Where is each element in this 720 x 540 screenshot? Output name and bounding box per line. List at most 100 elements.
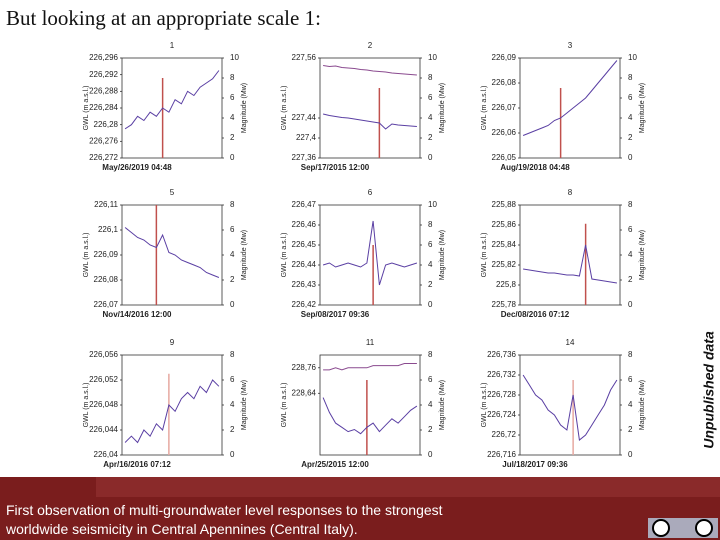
gwl-line xyxy=(322,397,418,435)
y2-tick-label: 4 xyxy=(628,400,633,409)
y-tick-label: 226,04 xyxy=(94,450,119,459)
y-tick-label: 227,36 xyxy=(292,153,317,162)
y2-tick-label: 8 xyxy=(428,220,433,229)
y2-axis-label: Magnitude (Mw) xyxy=(439,230,446,280)
y2-tick-label: 6 xyxy=(428,240,433,249)
y-tick-label: 226,09 xyxy=(492,53,517,62)
y-tick-label: 228,76 xyxy=(292,363,317,372)
gwl-line xyxy=(322,220,418,286)
y2-tick-label: 2 xyxy=(230,275,235,284)
y2-tick-label: 4 xyxy=(628,113,633,122)
gwl-line xyxy=(522,374,618,441)
plot-frame xyxy=(319,204,421,306)
panel-label: 6 xyxy=(368,188,373,197)
y2-tick-label: 6 xyxy=(628,375,633,384)
y-tick-label: 225,78 xyxy=(492,300,517,309)
y2-axis-label: Magnitude (Mw) xyxy=(241,380,248,430)
panel-label: 2 xyxy=(368,41,373,50)
y2-tick-label: 10 xyxy=(230,53,239,62)
y2-tick-label: 10 xyxy=(428,200,437,209)
y-tick-label: 226,736 xyxy=(487,350,516,359)
gwl-line xyxy=(323,65,417,76)
y2-tick-label: 8 xyxy=(628,73,633,82)
y2-tick-label: 0 xyxy=(428,153,433,162)
y2-axis-label: Magnitude (Mw) xyxy=(439,380,446,430)
y2-tick-label: 4 xyxy=(428,400,433,409)
footer-accent xyxy=(96,477,720,497)
y-tick-label: 226,45 xyxy=(292,240,317,249)
x-axis-label: Sep/08/2017 09:36 xyxy=(301,310,370,319)
y2-tick-label: 0 xyxy=(230,450,235,459)
plot-frame xyxy=(319,354,421,456)
y2-tick-label: 8 xyxy=(428,73,433,82)
y2-axis-label: Magnitude (Mw) xyxy=(241,230,248,280)
y2-axis-label: Magnitude (Mw) xyxy=(241,83,248,133)
y-tick-label: 226,72 xyxy=(492,430,517,439)
y2-tick-label: 0 xyxy=(428,450,433,459)
y-tick-label: 226,048 xyxy=(89,400,118,409)
y2-tick-label: 0 xyxy=(628,300,633,309)
y2-tick-label: 6 xyxy=(428,93,433,102)
y2-tick-label: 8 xyxy=(628,200,633,209)
y2-tick-label: 0 xyxy=(628,153,633,162)
panel-label: 8 xyxy=(568,188,573,197)
y-tick-label: 226,276 xyxy=(89,136,118,145)
cc-icons xyxy=(648,518,718,538)
y-tick-label: 228,64 xyxy=(292,388,317,397)
x-axis-label: Jul/18/2017 09:36 xyxy=(502,460,568,469)
y2-tick-label: 0 xyxy=(230,300,235,309)
y-tick-label: 226,44 xyxy=(292,260,317,269)
y-axis-label: GWL (m a.s.l.) xyxy=(83,86,90,131)
y-tick-label: 226,292 xyxy=(89,70,118,79)
x-axis-label: Dec/08/2016 07:12 xyxy=(501,310,570,319)
y-tick-label: 227,56 xyxy=(292,53,317,62)
y2-tick-label: 2 xyxy=(628,425,633,434)
y-tick-label: 226,42 xyxy=(292,300,317,309)
y2-tick-label: 0 xyxy=(428,300,433,309)
gwl-line xyxy=(323,363,417,371)
panel-label: 1 xyxy=(170,41,175,50)
y-axis-label: GWL (m a.s.l.) xyxy=(281,233,288,278)
y2-tick-label: 4 xyxy=(230,250,235,259)
panel-label: 11 xyxy=(366,338,375,347)
y-tick-label: 225,86 xyxy=(492,220,517,229)
panel-label: 9 xyxy=(170,338,175,347)
y-axis-label: GWL (m a.s.l.) xyxy=(281,383,288,428)
y2-tick-label: 0 xyxy=(628,450,633,459)
y2-tick-label: 6 xyxy=(628,225,633,234)
y2-axis-label: Magnitude (Mw) xyxy=(439,83,446,133)
y-tick-label: 225,8 xyxy=(496,280,517,289)
y2-tick-label: 6 xyxy=(628,93,633,102)
y-tick-label: 226,044 xyxy=(89,425,118,434)
y-tick-label: 225,88 xyxy=(492,200,517,209)
y-tick-label: 226,46 xyxy=(292,220,317,229)
x-axis-label: May/26/2019 04:48 xyxy=(102,163,172,172)
y-tick-label: 226,272 xyxy=(89,153,118,162)
y2-tick-label: 8 xyxy=(428,350,433,359)
panel-label: 14 xyxy=(566,338,575,347)
y-tick-label: 226,052 xyxy=(89,375,118,384)
y2-tick-label: 6 xyxy=(230,225,235,234)
y-tick-label: 226,724 xyxy=(487,410,516,419)
gwl-line xyxy=(124,227,220,278)
y2-tick-label: 2 xyxy=(628,133,633,142)
y2-tick-label: 2 xyxy=(428,280,433,289)
plot-frame xyxy=(519,204,621,306)
y-tick-label: 226,06 xyxy=(492,128,517,137)
gwl-line xyxy=(322,113,417,130)
y2-tick-label: 2 xyxy=(230,425,235,434)
y-axis-label: GWL (m a.s.l.) xyxy=(83,233,90,278)
y2-tick-label: 4 xyxy=(428,113,433,122)
y-tick-label: 226,47 xyxy=(292,200,317,209)
y2-tick-label: 6 xyxy=(230,375,235,384)
gwl-line xyxy=(523,244,617,284)
panel-label: 5 xyxy=(170,188,175,197)
footer-line: worldwide seismicity in Central Apennine… xyxy=(5,521,358,537)
gwl-line xyxy=(124,379,220,444)
y2-tick-label: 4 xyxy=(628,250,633,259)
y-tick-label: 226,08 xyxy=(492,78,517,87)
y-tick-label: 226,09 xyxy=(94,250,119,259)
y-tick-label: 226,08 xyxy=(94,275,119,284)
y2-tick-label: 8 xyxy=(230,200,235,209)
